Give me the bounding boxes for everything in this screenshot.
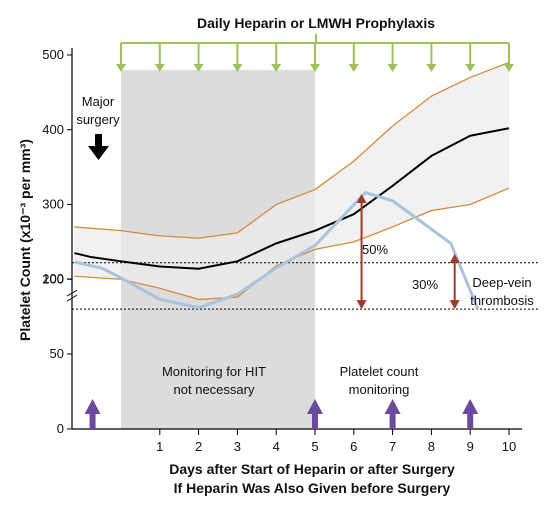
series-median-line bbox=[74, 127, 510, 270]
surgery-arrow-shaft bbox=[95, 134, 102, 146]
y-tick-label: 100 bbox=[42, 271, 64, 286]
axis-break-mark bbox=[66, 289, 78, 297]
chart-title: Daily Heparin or LMWH Prophylaxis bbox=[197, 15, 435, 31]
surgery-arrow-head bbox=[88, 146, 109, 160]
y-tick-label: 0 bbox=[57, 421, 64, 436]
y-tick-label: 50 bbox=[50, 346, 64, 361]
dose-arrow-head bbox=[116, 64, 126, 72]
thirty-percent-label: 30% bbox=[412, 277, 438, 292]
x-tick-label: 10 bbox=[502, 439, 516, 454]
x-tick-label: 3 bbox=[234, 439, 241, 454]
x-axis-label-line2: If Heparin Was Also Given before Surgery bbox=[174, 480, 451, 496]
x-tick-label: 2 bbox=[195, 439, 202, 454]
x-axis-label-line1: Days after Start of Heparin or after Sur… bbox=[169, 461, 455, 477]
band-layer bbox=[74, 62, 509, 300]
y-tick-label: 500 bbox=[42, 47, 64, 62]
x-tick-label: 8 bbox=[428, 439, 435, 454]
monitoring-arrow-shaft bbox=[312, 413, 318, 429]
monitoring-arrow-shaft bbox=[467, 413, 474, 429]
y-tick-label: 300 bbox=[42, 197, 64, 212]
hit-not-necessary-label-1: Monitoring for HIT bbox=[162, 364, 266, 379]
series-patient-line bbox=[74, 191, 480, 310]
major-surgery-label-2: surgery bbox=[76, 112, 120, 127]
monitoring-arrow-head bbox=[84, 399, 101, 414]
monitoring-arrow-head bbox=[462, 399, 479, 414]
prophylaxis-bracket bbox=[116, 34, 514, 72]
monitoring-arrow-head bbox=[384, 399, 401, 414]
dose-arrow-head bbox=[310, 64, 320, 72]
dvt-label-2: thrombosis bbox=[470, 293, 534, 308]
monitoring-label-1: Platelet count bbox=[340, 364, 419, 379]
axis-break-mark bbox=[66, 294, 78, 302]
x-tick-label: 5 bbox=[311, 439, 318, 454]
x-tick-label: 6 bbox=[350, 439, 357, 454]
dose-arrow-head bbox=[232, 64, 243, 72]
series-upper-line bbox=[74, 61, 510, 239]
dose-arrow-head bbox=[426, 64, 437, 72]
dose-arrow-head bbox=[154, 64, 165, 72]
y-tick-label: 400 bbox=[42, 122, 64, 137]
hit-not-necessary-label-2: not necessary bbox=[174, 382, 255, 397]
fifty-percent-arrow-head-up bbox=[356, 194, 367, 204]
dose-arrow-head bbox=[387, 64, 398, 72]
x-tick-label: 1 bbox=[156, 439, 163, 454]
dose-arrow-head bbox=[465, 64, 476, 72]
fifty-percent-label: 50% bbox=[362, 242, 388, 257]
y-axis-label: Platelet Count (x10⁻³ per mm³) bbox=[17, 139, 33, 341]
dose-arrow-head bbox=[504, 64, 514, 72]
monitoring-arrow-head bbox=[307, 399, 323, 414]
thirty-percent-arrow-head-up bbox=[449, 253, 460, 263]
monitoring-label-2: monitoring bbox=[349, 382, 410, 397]
fifty-percent-arrow-head-down bbox=[356, 300, 367, 310]
series-layer bbox=[74, 61, 510, 310]
dose-arrow-head bbox=[271, 64, 282, 72]
x-tick-label: 4 bbox=[273, 439, 280, 454]
dose-arrow-head bbox=[348, 64, 359, 72]
x-tick-label: 7 bbox=[389, 439, 396, 454]
marker-layer bbox=[84, 134, 479, 429]
y-tick-label: 200 bbox=[42, 271, 64, 286]
monitoring-arrow-shaft bbox=[89, 413, 96, 429]
percentile-band bbox=[74, 62, 509, 300]
major-surgery-label-1: Major bbox=[82, 94, 115, 109]
thirty-percent-arrow-head-down bbox=[449, 300, 460, 310]
dose-arrow-head bbox=[193, 64, 204, 72]
x-tick-label: 9 bbox=[467, 439, 474, 454]
monitoring-arrow-shaft bbox=[389, 413, 396, 429]
dvt-label-1: Deep-vein bbox=[472, 275, 531, 290]
